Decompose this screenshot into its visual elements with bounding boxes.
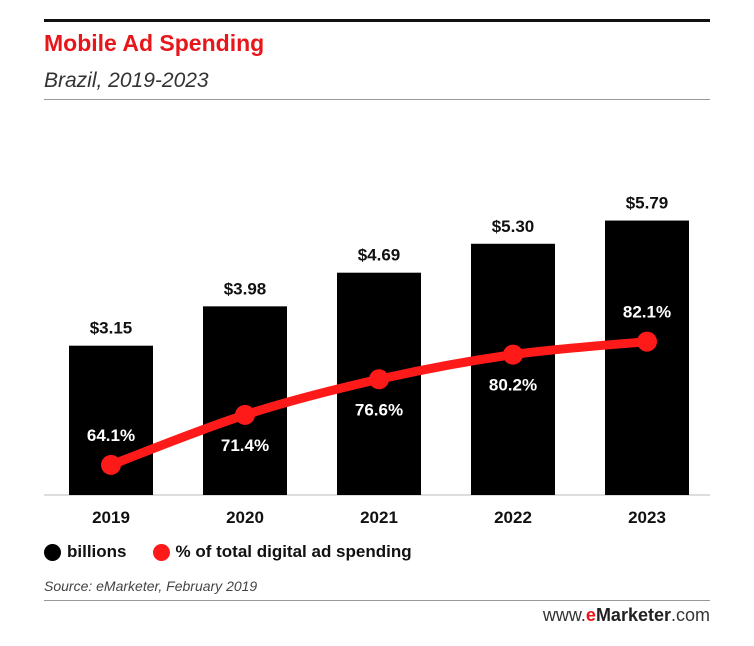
legend: billions % of total digital ad spending: [44, 540, 438, 564]
legend-line-swatch: [152, 543, 170, 561]
bar-value-label-2023: $5.79: [626, 194, 669, 213]
bar-value-label-2019: $3.15: [90, 319, 133, 338]
brand-suffix: .com: [670, 605, 710, 625]
x-tick-label-2023: 2023: [628, 508, 666, 527]
line-point-2019: [101, 454, 121, 475]
brand-e: e: [585, 605, 596, 625]
brand-prefix: www.: [542, 605, 586, 625]
x-tick-label-2021: 2021: [360, 508, 398, 527]
legend-bars-swatch: [44, 543, 61, 561]
bar-value-label-2020: $3.98: [224, 279, 267, 298]
line-point-2021: [369, 369, 389, 390]
footer-rule: [44, 600, 710, 601]
top-rule: [44, 19, 710, 22]
legend-line-label: % of total digital ad spending: [175, 542, 412, 561]
bar-value-label-2022: $5.30: [492, 217, 535, 236]
x-tick-label-2020: 2020: [226, 508, 264, 527]
legend-bars-label: billions: [67, 542, 127, 561]
brand-url[interactable]: www.eMarketer.com: [543, 605, 710, 626]
brand-name: Marketer: [595, 605, 671, 625]
subtitle-rule: [44, 99, 710, 100]
bar-2023: [605, 220, 689, 495]
line-value-label-2020: 71.4%: [221, 436, 269, 455]
line-point-2023: [637, 331, 657, 352]
line-value-label-2019: 64.1%: [87, 426, 135, 445]
line-point-2020: [235, 404, 255, 425]
legend-item-line: % of total digital ad spending: [152, 542, 412, 562]
bar-2022: [471, 243, 555, 495]
line-value-label-2021: 76.6%: [355, 400, 403, 419]
bar-2020: [203, 306, 287, 495]
source-note: Source: eMarketer, February 2019: [44, 578, 258, 594]
line-value-label-2023: 82.1%: [623, 303, 671, 322]
line-value-label-2022: 80.2%: [489, 376, 537, 395]
x-tick-label-2022: 2022: [494, 508, 532, 527]
x-tick-label-2019: 2019: [92, 508, 130, 527]
line-point-2022: [503, 344, 523, 365]
chart-subtitle: Brazil, 2019-2023: [44, 69, 209, 92]
bar-value-label-2021: $4.69: [358, 246, 401, 265]
chart-title: Mobile Ad Spending: [44, 30, 265, 56]
legend-item-bars: billions: [44, 542, 127, 562]
